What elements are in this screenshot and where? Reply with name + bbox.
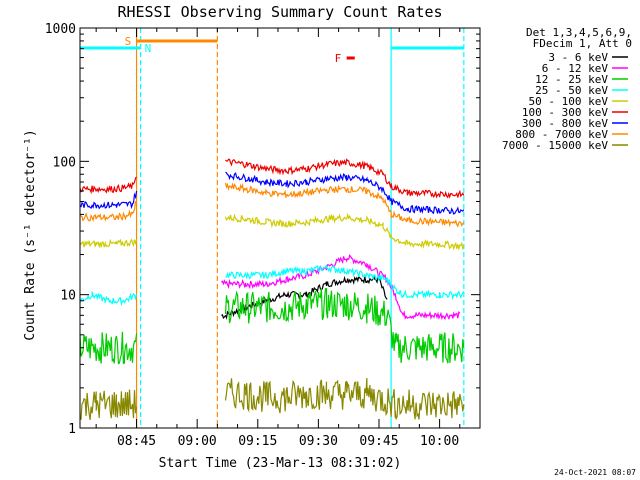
plot-frame: [79, 27, 481, 429]
x-tick-label: 09:15: [238, 434, 277, 449]
series-line: [79, 389, 138, 420]
legend-label: 6 - 12 keV: [542, 62, 609, 75]
data-series: [79, 158, 465, 420]
series-line: [79, 331, 138, 365]
series-line: [224, 377, 465, 420]
series-line: [224, 182, 465, 228]
axes: 1 10 100 1000 08:45 09:00 09:15 09:30 09:45 10:00: [45, 22, 481, 449]
series-line: [224, 212, 465, 251]
flag-label: N: [145, 42, 152, 55]
series-1: [220, 253, 461, 321]
x-tick-label: 09:00: [178, 434, 217, 449]
legend-label: 7000 - 15000 keV: [502, 139, 608, 152]
y-axis-label: Count Rate (s⁻¹ detector⁻¹): [23, 129, 38, 340]
series-line: [224, 287, 465, 364]
x-axis-label: Start Time (23-Mar-13 08:31:02): [159, 456, 402, 471]
series-line: [79, 291, 138, 307]
y-tick-label: 1000: [45, 22, 76, 37]
legend-header: FDecim 1, Att 0: [533, 37, 632, 50]
y-tick-label: 10: [60, 289, 76, 304]
flag-label: S: [125, 35, 132, 48]
legend-label: 3 - 6 keV: [548, 51, 608, 64]
x-tick-label: 10:00: [420, 434, 459, 449]
legend-label: 300 - 800 keV: [522, 117, 608, 130]
x-tick-label: 09:30: [299, 434, 338, 449]
series-8: [79, 377, 465, 420]
legend-label: 25 - 50 keV: [535, 84, 608, 97]
series-line: [225, 171, 465, 215]
series-2: [79, 287, 465, 365]
plot-area: [135, 28, 465, 428]
flag-label: F: [335, 52, 342, 65]
y-tick-label: 1: [68, 422, 76, 437]
legend-label: 800 - 7000 keV: [515, 128, 608, 141]
legend-header: Det 1,3,4,5,6,9,: [526, 26, 632, 39]
series-line: [225, 158, 465, 199]
series-4: [79, 212, 465, 251]
legend-label: 12 - 25 keV: [535, 73, 608, 86]
legend-label: 50 - 100 keV: [529, 95, 609, 108]
flag-bars: SN F: [80, 35, 464, 65]
chart-title: RHESSI Observing Summary Count Rates: [117, 3, 442, 21]
series-line: [79, 238, 138, 249]
series-line: [79, 176, 137, 195]
series-line: [79, 190, 138, 210]
series-6: [79, 171, 465, 215]
series-line: [225, 264, 465, 301]
footer-timestamp: 24-Oct-2021 08:07: [554, 468, 636, 477]
y-tick-label: 100: [53, 155, 76, 170]
series-5: [79, 158, 465, 199]
series-line: [220, 253, 461, 321]
legend: Det 1,3,4,5,6,9,FDecim 1, Att 03 - 6 keV…: [502, 26, 632, 152]
series-3: [79, 264, 465, 307]
series-7: [79, 182, 465, 228]
x-tick-label: 09:45: [359, 434, 398, 449]
legend-label: 100 - 300 keV: [522, 106, 608, 119]
x-tick-label: 08:45: [117, 434, 156, 449]
series-line: [79, 200, 137, 222]
